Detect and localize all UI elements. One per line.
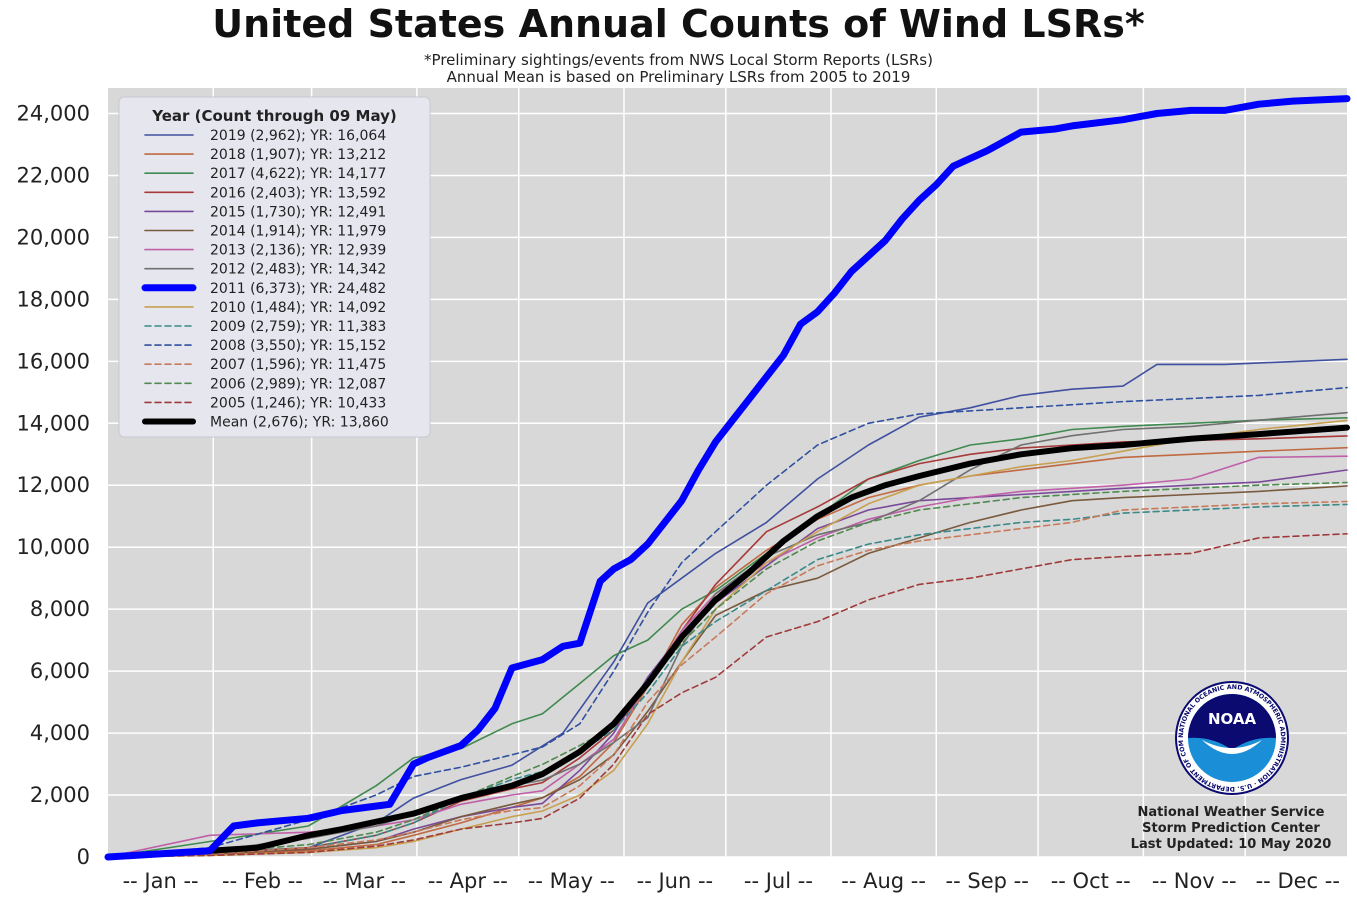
chart-subtitle-line-2: Annual Mean is based on Preliminary LSRs… (446, 68, 911, 86)
series-line (107, 481, 1348, 858)
legend-entry: 2017 (4,622); YR: 14,177 (210, 166, 386, 182)
logo-wordmark: NOAA (1208, 710, 1257, 728)
logo-gull (1202, 740, 1262, 754)
series-line (107, 455, 1348, 858)
legend-entry: 2007 (1,596); YR: 11,475 (210, 357, 386, 373)
x-tick-label: -- Sep -- (946, 869, 1029, 893)
series-line (107, 446, 1348, 858)
logo-dark-half (1188, 694, 1276, 750)
y-tick-label: 16,000 (17, 349, 90, 373)
y-tick-label: 0 (77, 845, 90, 869)
series-line (104, 95, 1351, 861)
x-tick-label: -- Feb -- (222, 869, 303, 893)
legend-entry: 2005 (1,246); YR: 10,433 (210, 395, 386, 411)
y-tick-label: 18,000 (17, 287, 90, 311)
legend-entry: 2018 (1,907); YR: 13,212 (210, 147, 386, 163)
y-tick-label: 24,000 (17, 101, 90, 125)
legend-entry: 2008 (3,550); YR: 15,152 (210, 338, 386, 354)
chart-subtitle-line-1: *Preliminary sightings/events from NWS L… (424, 51, 933, 69)
legend-title: Year (Count through 09 May) (151, 107, 397, 125)
y-tick-label: 10,000 (17, 535, 90, 559)
y-tick-label: 4,000 (30, 721, 90, 745)
series-line (107, 503, 1348, 858)
x-tick-label: -- Nov -- (1152, 869, 1237, 893)
legend-entry: 2016 (2,403); YR: 13,592 (210, 185, 386, 201)
x-tick-label: -- Oct -- (1051, 869, 1131, 893)
credit-line: National Weather Service (1138, 805, 1325, 820)
x-tick-label: -- Apr -- (428, 869, 508, 893)
y-tick-label: 14,000 (17, 411, 90, 435)
x-tick-label: -- Aug -- (841, 869, 926, 893)
legend-entry: 2015 (1,730); YR: 12,491 (210, 204, 386, 220)
x-tick-label: -- May -- (528, 869, 615, 893)
legend-entry: 2013 (2,136); YR: 12,939 (210, 243, 386, 259)
x-tick-label: -- Jan -- (123, 869, 199, 893)
series-line (105, 424, 1350, 860)
y-tick-label: 20,000 (17, 225, 90, 249)
x-tick-label: -- Mar -- (323, 869, 406, 893)
legend-entry: 2011 (6,373); YR: 24,482 (210, 281, 386, 297)
y-axis-ticks: 0 2,000 4,000 6,000 8,000 10,000 12,000 14,000 1… (17, 101, 90, 869)
series-line (107, 500, 1348, 858)
y-tick-label: 22,000 (17, 163, 90, 187)
legend-entry: 2014 (1,914); YR: 11,979 (210, 224, 386, 240)
y-tick-label: 6,000 (30, 659, 90, 683)
legend-entry: 2006 (2,989); YR: 12,087 (210, 376, 386, 392)
x-tick-label: -- Dec -- (1256, 869, 1340, 893)
x-axis-ticks: -- Jan -- -- Feb -- -- Mar -- -- Apr -- -- M… (123, 869, 1340, 893)
y-tick-label: 8,000 (30, 597, 90, 621)
legend-entry: 2010 (1,484); YR: 14,092 (210, 300, 386, 316)
credit-line: Last Updated: 10 May 2020 (1131, 837, 1332, 852)
series-line (107, 417, 1348, 858)
legend-box (118, 96, 431, 438)
legend-entry: 2019 (2,962); YR: 16,064 (210, 128, 386, 144)
legend-entry: 2009 (2,759); YR: 11,383 (210, 319, 386, 335)
credit-line: Storm Prediction Center (1142, 821, 1320, 836)
x-tick-label: -- Jun -- (637, 869, 713, 893)
legend-entry: 2012 (2,483); YR: 14,342 (210, 262, 386, 278)
y-tick-label: 2,000 (30, 783, 90, 807)
series-line (107, 419, 1348, 858)
legend-entry: Mean (2,676); YR: 13,860 (210, 415, 389, 431)
series-lines (104, 95, 1351, 861)
x-tick-label: -- Jul -- (744, 869, 813, 893)
series-line (107, 533, 1348, 858)
y-tick-label: 12,000 (17, 473, 90, 497)
legend: Year (Count through 09 May) 2019 (2,962);… (118, 96, 431, 438)
chart-title: United States Annual Counts of Wind LSRs… (212, 2, 1145, 46)
series-line (107, 358, 1348, 858)
